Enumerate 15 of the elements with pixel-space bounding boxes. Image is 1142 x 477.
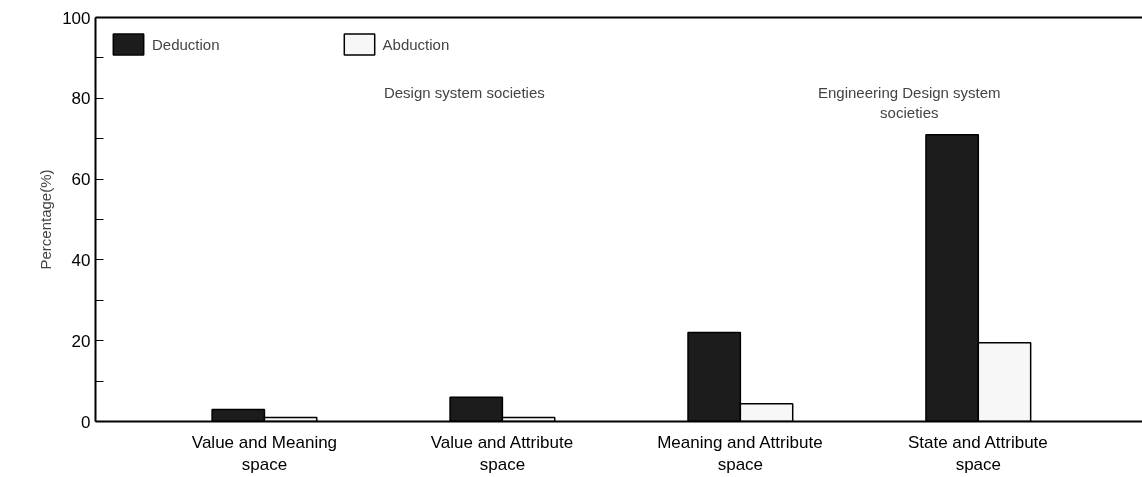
- y-tick-label: 80: [71, 89, 91, 109]
- y-tick-label: 100: [62, 8, 91, 28]
- y-tick-label: 0: [81, 412, 91, 432]
- x-tick-label: Value and Attribute space: [430, 432, 574, 475]
- y-tick-label: 40: [71, 250, 91, 270]
- x-tick-label: State and Attribute space: [907, 432, 1048, 475]
- annotation: Engineering Design system societies: [818, 83, 1001, 122]
- legend-label: Abduction: [382, 35, 450, 53]
- y-axis-title: Percentage(%): [37, 169, 55, 270]
- legend-label: Deduction: [152, 35, 220, 53]
- y-tick-label: 60: [71, 170, 91, 190]
- y-tick-label: 20: [71, 331, 91, 351]
- x-tick-label: Meaning and Attribute space: [657, 432, 823, 475]
- x-tick-label: Value and Meaning space: [191, 432, 338, 475]
- annotation: Design system societies: [383, 83, 545, 101]
